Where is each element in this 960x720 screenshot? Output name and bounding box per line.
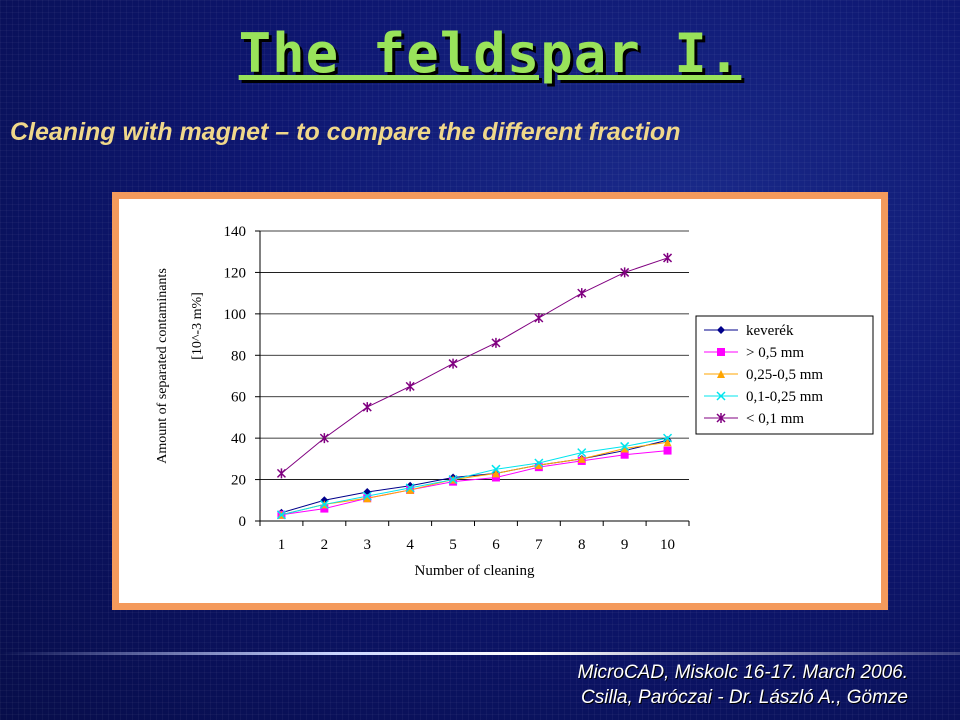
footer-conference: MicroCAD, Miskolc 16-17. March 2006. bbox=[577, 662, 909, 683]
legend-marker bbox=[717, 348, 725, 356]
data-point bbox=[448, 358, 458, 369]
series-line-3 bbox=[281, 437, 668, 516]
legend-label: 0,1-0,25 mm bbox=[746, 389, 823, 405]
x-tick-label: 4 bbox=[406, 537, 414, 553]
y-tick-label: 80 bbox=[231, 348, 246, 364]
data-point bbox=[320, 504, 329, 513]
x-tick-label: 3 bbox=[364, 537, 372, 553]
data-point bbox=[534, 458, 544, 468]
footer-divider bbox=[0, 652, 960, 655]
data-point bbox=[663, 446, 672, 455]
data-point bbox=[491, 464, 501, 474]
data-point bbox=[406, 485, 415, 494]
line-chart: 0 20 40 60 80 100 120 140 1 2 3 4 5 6 7 8 9 10 Number of c… bbox=[155, 224, 874, 579]
data-point bbox=[491, 337, 501, 348]
x-tick-label: 1 bbox=[278, 537, 286, 553]
data-point bbox=[577, 454, 586, 463]
y-tick-label: 0 bbox=[239, 514, 247, 530]
y-tick-label: 20 bbox=[231, 473, 246, 489]
x-tick-label: 6 bbox=[492, 537, 500, 553]
data-point bbox=[276, 468, 286, 479]
legend-label: > 0,5 mm bbox=[746, 345, 804, 361]
data-point bbox=[319, 499, 329, 509]
data-point bbox=[577, 448, 587, 458]
data-point bbox=[448, 475, 458, 485]
slide-title: The feldspar I. bbox=[238, 22, 742, 85]
series-line-4 bbox=[281, 257, 668, 474]
data-point bbox=[319, 433, 329, 444]
data-point bbox=[405, 381, 415, 392]
x-tick-label: 9 bbox=[621, 537, 629, 553]
legend-marker bbox=[716, 391, 726, 401]
y-tick-label: 40 bbox=[231, 431, 246, 447]
series-line-0 bbox=[281, 439, 668, 514]
y-tick-label: 100 bbox=[224, 307, 247, 323]
legend-label: 0,25-0,5 mm bbox=[746, 367, 823, 383]
data-point bbox=[577, 288, 587, 299]
data-point bbox=[663, 433, 673, 443]
legend-label: < 0,1 mm bbox=[746, 411, 804, 427]
chart-frame: 0 20 40 60 80 100 120 140 1 2 3 4 5 6 7 8 9 10 Number of c… bbox=[112, 192, 888, 610]
y-axis-label: Amount of separated contaminants bbox=[155, 268, 170, 464]
chart-panel: 0 20 40 60 80 100 120 140 1 2 3 4 5 6 7 8 9 10 Number of c… bbox=[119, 199, 881, 603]
data-point bbox=[362, 402, 372, 413]
x-tick-label: 5 bbox=[449, 537, 457, 553]
data-point bbox=[491, 473, 500, 482]
data-point bbox=[663, 438, 672, 447]
data-point bbox=[663, 252, 673, 263]
data-point bbox=[620, 267, 630, 278]
legend-marker bbox=[717, 370, 725, 378]
data-point bbox=[276, 510, 286, 520]
x-tick-label: 10 bbox=[660, 537, 675, 553]
series-line-1 bbox=[281, 450, 668, 516]
y-axis-unit-label: [10^-3 m%] bbox=[190, 292, 205, 360]
y-tick-label: 120 bbox=[224, 265, 247, 281]
data-point bbox=[620, 444, 629, 453]
legend-marker bbox=[717, 326, 725, 334]
data-point bbox=[620, 441, 630, 451]
data-point bbox=[534, 313, 544, 323]
legend-label: keverék bbox=[746, 323, 794, 339]
data-point bbox=[363, 494, 372, 503]
x-tick-label: 7 bbox=[535, 537, 543, 553]
data-point bbox=[362, 491, 372, 501]
x-axis-label: Number of cleaning bbox=[415, 563, 535, 579]
y-tick-label: 60 bbox=[231, 390, 246, 406]
data-point bbox=[491, 469, 500, 478]
series-line-2 bbox=[281, 441, 668, 516]
x-tick-label: 2 bbox=[321, 537, 329, 553]
data-point bbox=[405, 483, 415, 493]
footer-authors: Csilla, Paróczai - Dr. László A., Gömze bbox=[581, 687, 908, 708]
x-tick-label: 8 bbox=[578, 537, 586, 553]
slide-subtitle: Cleaning with magnet – to compare the di… bbox=[10, 118, 681, 146]
data-point bbox=[534, 461, 543, 470]
legend-box bbox=[695, 315, 874, 435]
footer: MicroCAD, Miskolc 16-17. March 2006. Csi… bbox=[578, 660, 909, 710]
y-tick-label: 140 bbox=[224, 224, 247, 240]
data-point bbox=[620, 450, 629, 459]
legend-marker bbox=[716, 413, 726, 423]
